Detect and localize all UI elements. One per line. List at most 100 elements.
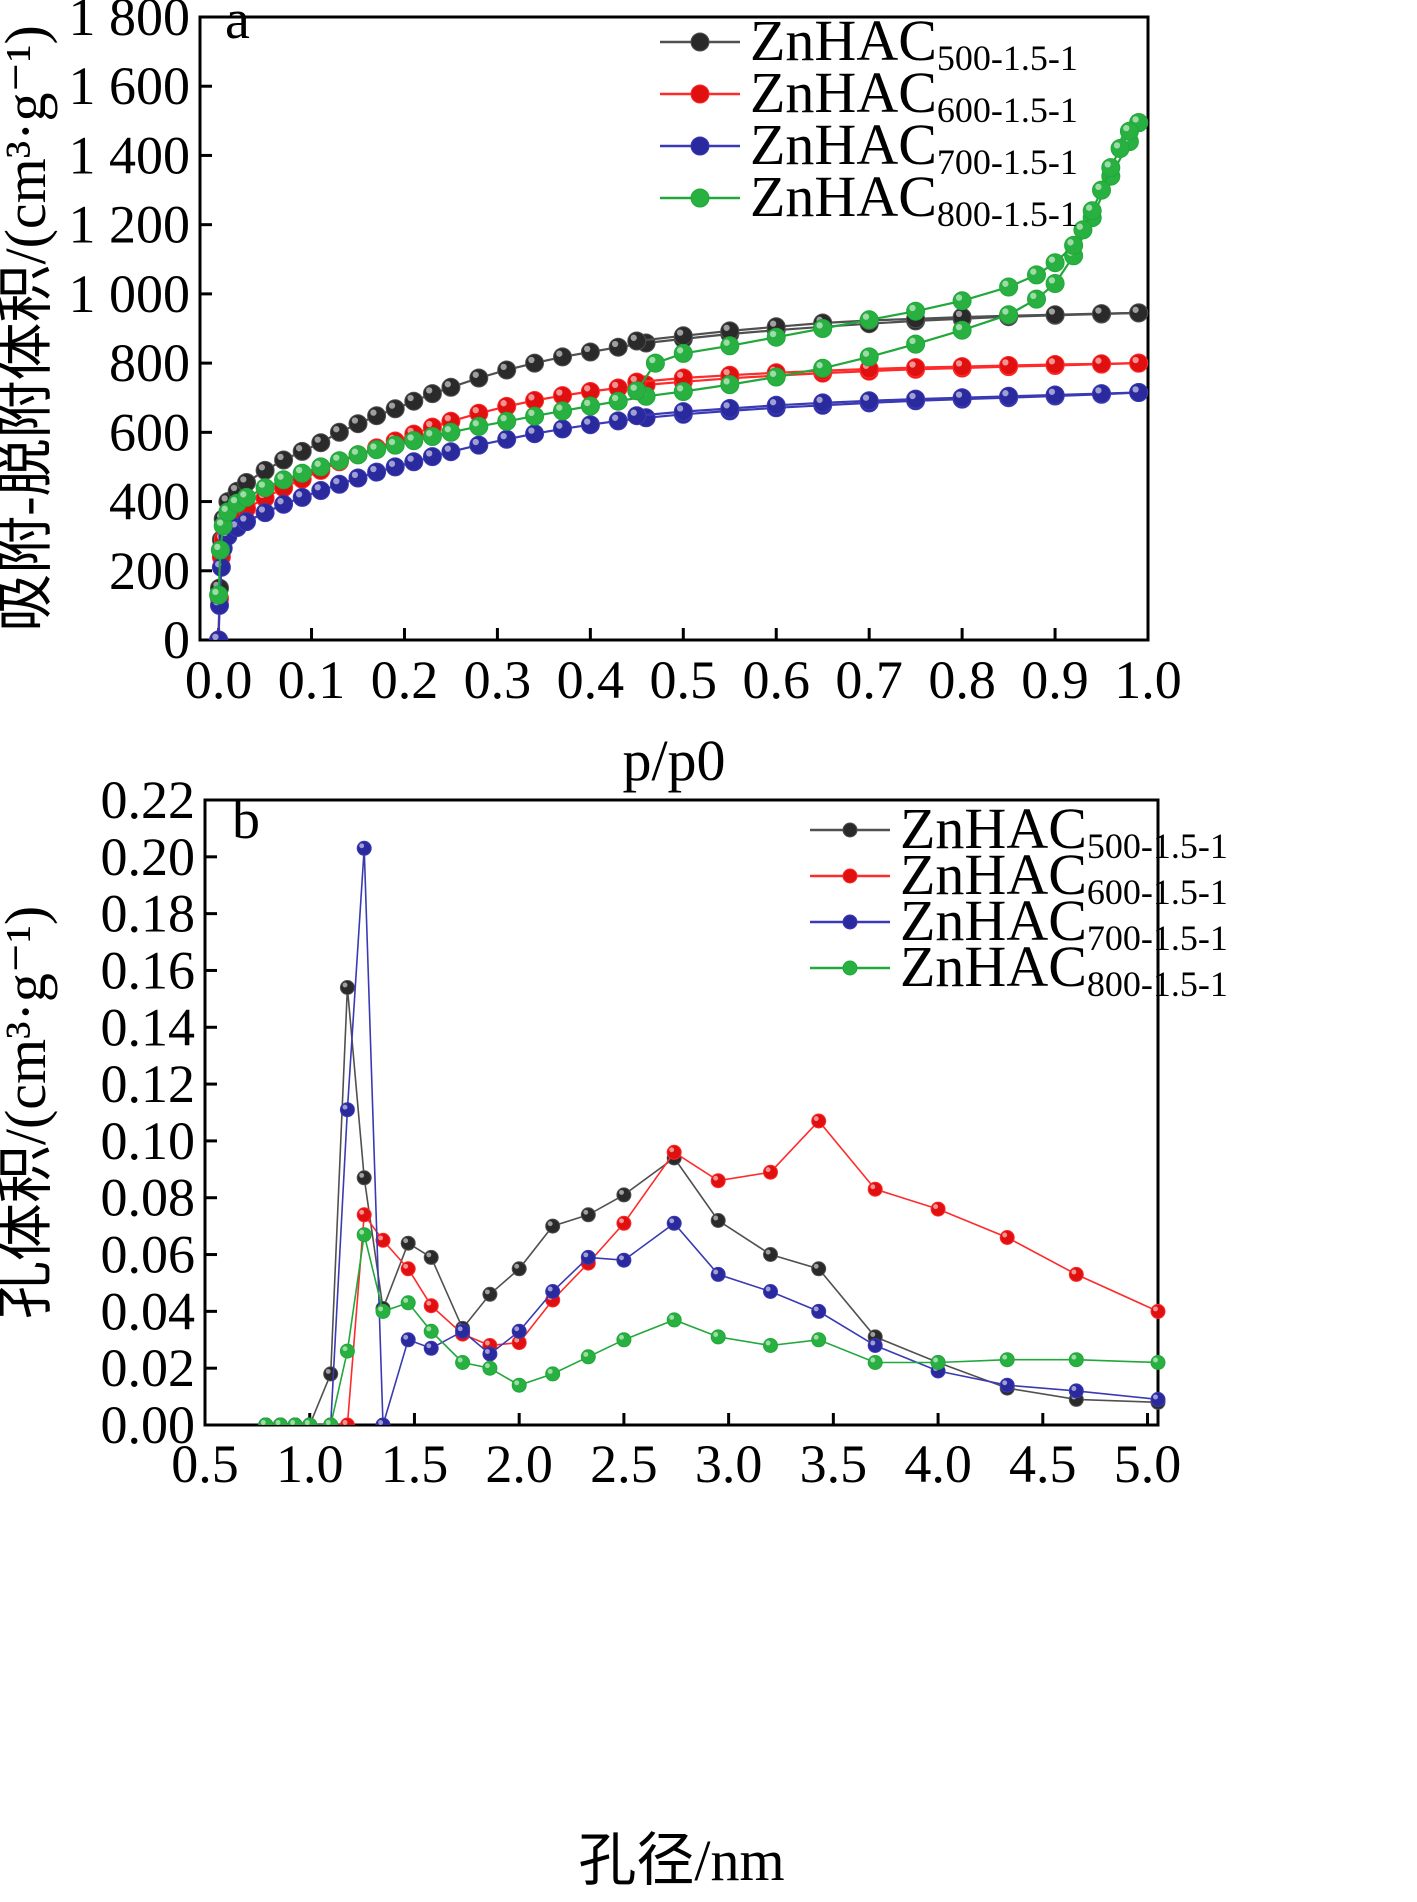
series-800-1.5-1-point-highlight — [769, 370, 777, 377]
plot-frame — [198, 15, 1150, 642]
series-800-1.5-1-point-highlight — [484, 1363, 490, 1369]
series-700-1.5-1-point — [237, 512, 256, 532]
series-700-1.5-1-point-highlight — [258, 506, 266, 513]
series-600-1.5-1-point — [811, 1113, 827, 1129]
series-500-1.5-1-point-highlight — [723, 324, 730, 331]
series-600-1.5-1-point-highlight — [723, 368, 730, 376]
series-700-1.5-1-point — [274, 494, 294, 514]
series-700-1.5-1-point — [553, 419, 572, 439]
series-800-1.5-1-point — [511, 1377, 527, 1393]
series-800-1.5-1-point — [375, 1303, 391, 1319]
series-700-1.5-1-point-highlight — [378, 1420, 384, 1425]
series-700-1.5-1-point-highlight — [583, 1252, 589, 1258]
y-tick-label: 0.04 — [101, 1281, 196, 1341]
series-500-1.5-1-point-highlight — [547, 1221, 553, 1227]
x-axis-label: 孔径/nm — [578, 1828, 784, 1893]
series-700-1.5-1-point-highlight — [333, 477, 340, 485]
series-800-1.5-1-point — [272, 1417, 288, 1425]
legend-label-base: ZnHAC — [750, 112, 937, 177]
series-800-1.5-1-point-highlight — [723, 339, 730, 346]
series-800-1.5-1-point-highlight — [407, 434, 414, 441]
series-500-1.5-1-point-highlight — [813, 1263, 819, 1269]
series-500-1.5-1-point — [710, 1213, 726, 1228]
y-tick-label: 200 — [109, 541, 190, 601]
series-800-1.5-1-point — [720, 375, 740, 395]
series-600-1.5-1-point-highlight — [528, 394, 535, 401]
series-800-1.5-1-point-highlight — [426, 430, 433, 437]
series-800-1.5-1-point — [209, 585, 229, 605]
series-500-1.5-1-point — [274, 450, 294, 470]
series-500-1.5-1-point-highlight — [1048, 308, 1056, 315]
series-500-1.5-1-point — [1092, 304, 1111, 324]
series-800-1.5-1-point-highlight — [472, 420, 479, 427]
series-800-1.5-1-point — [952, 291, 972, 311]
x-tick-label: 0.5 — [650, 650, 718, 710]
series-800-1.5-1-point — [323, 1417, 339, 1425]
series-700-1.5-1-point-highlight — [472, 438, 479, 446]
series-800-1.5-1-point — [1150, 1355, 1166, 1370]
series-700-1.5-1-point-highlight — [388, 460, 396, 467]
series-700-1.5-1-point-highlight — [484, 1349, 490, 1354]
series-700-1.5-1-point — [952, 388, 972, 408]
series-600-1.5-1-point-highlight — [713, 1175, 719, 1181]
series-800-1.5-1-point — [999, 305, 1019, 325]
series-800-1.5-1-point — [329, 451, 349, 471]
series-500-1.5-1-point — [608, 337, 628, 357]
series-500-1.5-1-point — [255, 460, 275, 480]
series-500-1.5-1-point — [763, 1247, 778, 1262]
series-700-1.5-1-point-highlight — [870, 1340, 876, 1346]
series-700-1.5-1-point-highlight — [500, 432, 507, 440]
legend-label-base: ZnHAC — [900, 796, 1087, 861]
series-600-1.5-1-point-highlight — [630, 375, 637, 383]
series-600-1.5-1-point — [356, 1207, 372, 1223]
series-700-1.5-1-point-highlight — [277, 498, 284, 505]
series-600-1.5-1-point-highlight — [933, 1204, 939, 1210]
series-700-1.5-1-point — [404, 452, 424, 472]
legend-label-base: ZnHAC — [750, 8, 937, 73]
series-500-1.5-1-point-highlight — [325, 1368, 331, 1374]
series-800-1.5-1-point — [999, 1352, 1015, 1368]
series-800-1.5-1-point-highlight — [955, 294, 963, 301]
series-800-1.5-1-point — [422, 427, 442, 446]
series-700-1.5-1-point-highlight — [1048, 388, 1056, 395]
series-500-1.5-1-point-highlight — [619, 1189, 624, 1195]
x-tick-label: 0.4 — [557, 650, 625, 710]
legend-marker — [842, 960, 858, 976]
series-600-1.5-1-point — [906, 358, 926, 378]
series-600-1.5-1-point — [423, 1298, 439, 1314]
series-800-1.5-1-point — [469, 416, 489, 436]
series-600-1.5-1-point-highlight — [378, 1235, 384, 1241]
series-700-1.5-1-point — [710, 1266, 726, 1282]
series-700-1.5-1-point — [1092, 384, 1111, 404]
series-800-1.5-1-point — [525, 406, 545, 426]
series-700-1.5-1-point — [580, 1249, 596, 1265]
series-600-1.5-1-point-highlight — [619, 1218, 624, 1224]
series-700-1.5-1-point-highlight — [630, 409, 637, 416]
series-800-1.5-1-point — [545, 1366, 561, 1382]
series-800-1.5-1-point — [813, 358, 833, 378]
series-800-1.5-1-point — [930, 1355, 946, 1370]
series-800-1.5-1-point — [553, 401, 572, 421]
series-700-1.5-1-point-highlight — [669, 1218, 675, 1224]
legend-label-subscript: 700-1.5-1 — [937, 142, 1078, 182]
series-600-1.5-1-point-highlight — [556, 389, 563, 396]
series-800-1.5-1-point-highlight — [1048, 277, 1056, 284]
legend-label-base: ZnHAC — [750, 164, 937, 229]
series-700-1.5-1-point — [511, 1323, 527, 1339]
plot-area — [209, 113, 1149, 640]
series-500-1.5-1-point — [422, 384, 442, 404]
y-tick-label: 800 — [109, 333, 190, 393]
series-700-1.5-1-point-highlight — [212, 633, 219, 640]
y-tick-label: 600 — [109, 402, 190, 462]
series-800-1.5-1-point — [367, 440, 387, 460]
series-700-1.5-1-point-highlight — [359, 843, 365, 849]
series-700-1.5-1-point — [455, 1323, 471, 1339]
series-800-1.5-1-point-highlight — [1153, 1357, 1158, 1363]
series-800-1.5-1-point-highlight — [359, 1229, 365, 1235]
series-500-1.5-1-point — [1129, 303, 1149, 323]
series-700-1.5-1-point — [329, 474, 349, 494]
series-800-1.5-1-point-highlight — [221, 505, 228, 512]
series-500-1.5-1-point-highlight — [611, 340, 619, 348]
x-axis-label: p/p0 — [622, 728, 725, 793]
